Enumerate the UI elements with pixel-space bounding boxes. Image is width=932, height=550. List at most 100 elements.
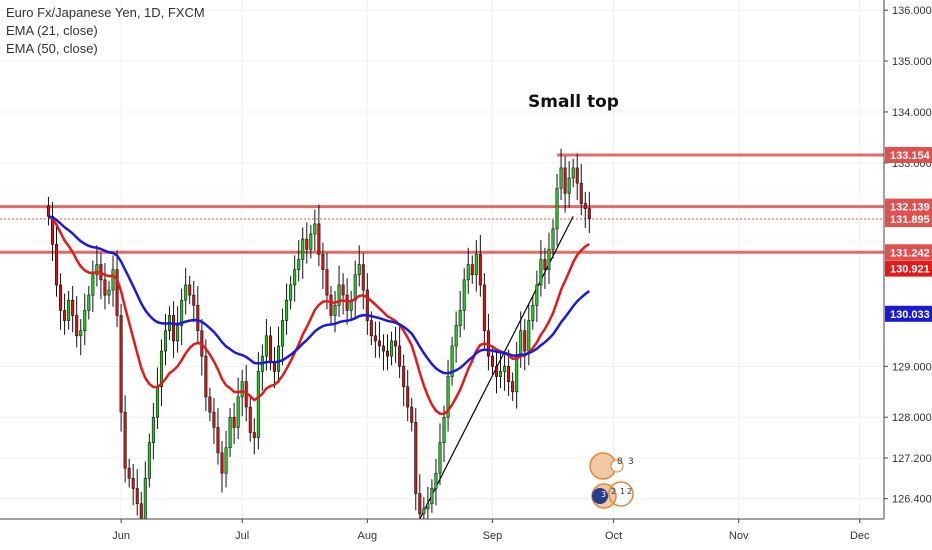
candle-body <box>511 381 515 393</box>
candle <box>172 301 176 358</box>
candle <box>232 402 236 445</box>
candle-body <box>422 508 426 515</box>
candle-body <box>176 325 180 342</box>
candle-body <box>159 350 163 388</box>
candle-body <box>119 315 123 413</box>
candle <box>220 441 224 493</box>
candle <box>426 486 430 524</box>
candle <box>446 359 450 432</box>
price-tag: 132.139 <box>885 198 932 215</box>
candle-body <box>216 427 220 454</box>
candle <box>430 479 434 513</box>
candle-body <box>490 355 494 367</box>
price-tag-label: 130.033 <box>890 309 930 321</box>
x-tick-label: Dec <box>850 530 870 542</box>
price-tag: 133.154 <box>885 146 932 163</box>
candle <box>373 321 377 358</box>
candle-body <box>297 259 301 270</box>
candle <box>188 275 192 305</box>
candle <box>216 408 220 465</box>
price-tag-bg <box>885 146 932 163</box>
watermark-logo: 8 3 3 2 1 2 <box>589 452 634 509</box>
candle <box>394 326 398 363</box>
candle-body <box>418 493 422 515</box>
candle <box>333 291 337 333</box>
candle-body <box>523 330 527 352</box>
candle <box>571 158 575 188</box>
candle-body <box>531 304 535 321</box>
candle <box>180 288 184 345</box>
candle <box>281 308 285 366</box>
candle <box>163 313 168 366</box>
candle-body <box>111 269 115 291</box>
price-tag-label: 131.895 <box>890 214 930 226</box>
candle-body <box>236 396 240 428</box>
candle-body <box>551 228 555 250</box>
candle <box>547 232 551 284</box>
candle <box>414 408 418 511</box>
x-tick-label: Nov <box>729 530 749 542</box>
candle <box>494 352 499 394</box>
candle <box>297 240 301 282</box>
candle-body <box>381 345 385 352</box>
candle-body <box>402 366 406 388</box>
candle-body <box>410 406 414 423</box>
candle <box>434 458 438 506</box>
candle-body <box>438 442 442 474</box>
candle <box>115 250 119 328</box>
ema-lines <box>47 215 591 416</box>
price-tag: 130.921 <box>885 260 932 277</box>
candle-body <box>503 366 507 372</box>
candle <box>200 319 204 376</box>
candle <box>111 255 115 307</box>
candle-body <box>127 467 131 479</box>
y-tick-label: 126.400 <box>892 494 932 506</box>
candle <box>357 245 361 287</box>
annotation-small-top: Small top <box>528 92 619 112</box>
y-tick-label: 127.200 <box>892 453 932 465</box>
candle <box>341 273 345 315</box>
candle-body <box>337 284 341 306</box>
candle-body <box>515 355 519 393</box>
candle <box>402 354 406 407</box>
candle <box>410 397 414 432</box>
candle <box>466 247 470 295</box>
candle <box>123 395 127 483</box>
candle-body <box>107 289 111 296</box>
candle-body <box>143 477 147 520</box>
candle <box>91 260 95 312</box>
candle-body <box>466 264 470 281</box>
y-tick-label: 136.000 <box>892 5 932 17</box>
candle <box>268 326 272 371</box>
candle <box>59 273 63 330</box>
candle <box>127 458 131 488</box>
price-tag: 131.242 <box>885 244 932 261</box>
candle <box>454 311 458 363</box>
candle-body <box>333 304 337 316</box>
candle-body <box>394 340 398 347</box>
candle <box>321 242 325 290</box>
candle-body <box>559 167 563 189</box>
candle <box>567 161 571 208</box>
candle-body <box>426 503 430 510</box>
candle <box>385 334 390 371</box>
price-tag-label: 133.154 <box>890 150 931 162</box>
candle <box>151 402 155 460</box>
candle <box>575 153 579 200</box>
candle <box>406 369 410 422</box>
candle <box>313 209 317 251</box>
candle-body <box>442 416 446 443</box>
candle <box>482 273 486 351</box>
candle-body <box>341 284 345 296</box>
candle <box>228 408 232 457</box>
candle <box>349 291 353 320</box>
candle <box>503 354 507 391</box>
candle <box>317 204 321 267</box>
time-axis-bg <box>0 519 932 550</box>
svg-text:2: 2 <box>611 487 616 496</box>
candle <box>329 285 333 325</box>
candle-body <box>325 269 329 296</box>
candle-body <box>547 249 551 270</box>
candle <box>511 372 515 401</box>
